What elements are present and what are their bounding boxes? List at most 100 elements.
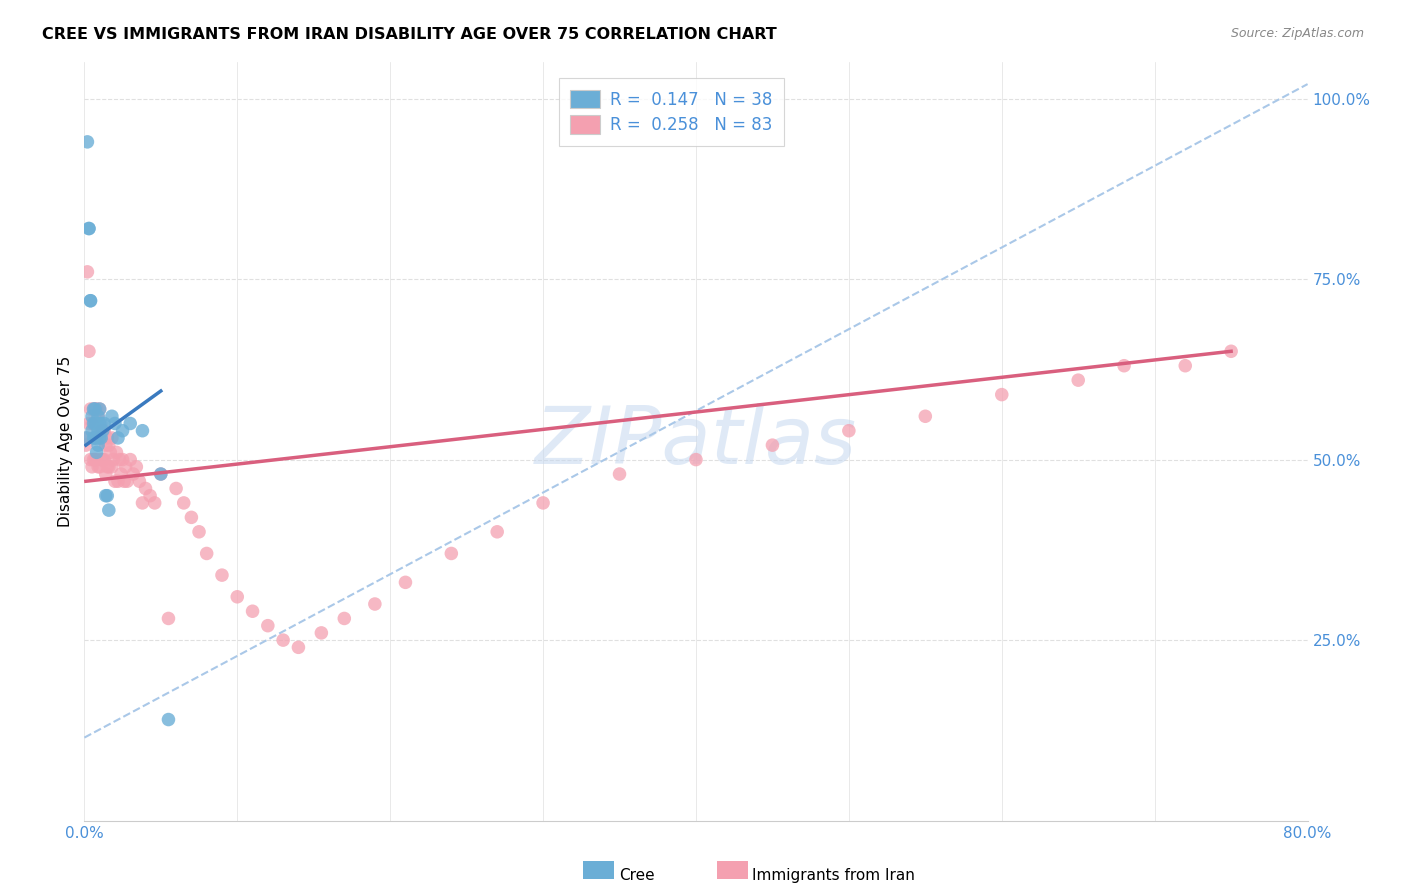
Point	[77, 417, 100, 431]
Point	[89, 402, 111, 417]
Point	[1067, 373, 1090, 387]
Point	[120, 452, 142, 467]
Point	[83, 417, 105, 431]
Point	[173, 496, 195, 510]
Point	[105, 445, 128, 459]
Point	[93, 417, 115, 431]
Point	[98, 445, 121, 459]
Point	[107, 431, 129, 445]
Point	[84, 417, 107, 431]
Point	[364, 597, 387, 611]
Point	[609, 467, 631, 481]
Point	[180, 510, 202, 524]
Point	[89, 402, 111, 417]
Point	[96, 459, 118, 474]
Point	[531, 496, 554, 510]
Point	[90, 424, 112, 438]
Point	[79, 452, 101, 467]
Point	[115, 475, 138, 489]
Point	[311, 626, 333, 640]
Point	[135, 482, 157, 496]
Point	[761, 438, 783, 452]
Point	[271, 633, 294, 648]
Point	[89, 459, 111, 474]
Point	[91, 452, 114, 467]
Point	[111, 424, 134, 438]
Point	[157, 611, 180, 625]
Point	[94, 438, 117, 452]
Point	[84, 431, 107, 445]
Point	[131, 424, 153, 438]
Text: ZIPatlas: ZIPatlas	[534, 402, 858, 481]
Point	[914, 409, 936, 424]
Point	[104, 417, 127, 431]
Point	[287, 640, 309, 655]
Point	[110, 467, 132, 481]
Point	[93, 452, 115, 467]
Point	[83, 431, 105, 445]
Point	[108, 452, 131, 467]
Point	[76, 135, 98, 149]
Point	[77, 221, 100, 235]
Point	[120, 417, 142, 431]
Point	[80, 409, 103, 424]
Point	[226, 590, 249, 604]
Point	[87, 459, 110, 474]
Point	[86, 452, 108, 467]
Point	[90, 431, 112, 445]
Point	[165, 482, 187, 496]
Point	[94, 467, 117, 481]
Point	[107, 475, 129, 489]
Point	[157, 713, 180, 727]
Point	[84, 452, 107, 467]
Point	[76, 431, 98, 445]
Point	[79, 293, 101, 308]
Point	[101, 431, 124, 445]
Point	[257, 618, 280, 632]
Point	[97, 459, 120, 474]
Point	[112, 475, 135, 489]
Point	[195, 546, 218, 560]
Point	[143, 496, 166, 510]
Legend: R =  0.147   N = 38, R =  0.258   N = 83: R = 0.147 N = 38, R = 0.258 N = 83	[558, 78, 785, 145]
Point	[111, 452, 134, 467]
Point	[87, 409, 110, 424]
Point	[333, 611, 356, 625]
Point	[87, 409, 110, 424]
Point	[394, 575, 416, 590]
Point	[139, 489, 162, 503]
Point	[131, 496, 153, 510]
Point	[114, 459, 136, 474]
Point	[89, 417, 111, 431]
Point	[86, 402, 108, 417]
Point	[87, 424, 110, 438]
Point	[77, 221, 100, 235]
Point	[84, 402, 107, 417]
Point	[125, 459, 148, 474]
Point	[440, 546, 463, 560]
Point	[103, 452, 125, 467]
Point	[76, 265, 98, 279]
Point	[94, 489, 117, 503]
Point	[86, 417, 108, 431]
Point	[1174, 359, 1197, 373]
Point	[86, 431, 108, 445]
Point	[75, 431, 97, 445]
Point	[991, 387, 1014, 401]
Point	[1220, 344, 1243, 359]
Text: CREE VS IMMIGRANTS FROM IRAN DISABILITY AGE OVER 75 CORRELATION CHART: CREE VS IMMIGRANTS FROM IRAN DISABILITY …	[42, 27, 778, 42]
Point	[79, 293, 101, 308]
Text: Immigrants from Iran: Immigrants from Iran	[752, 869, 915, 883]
Point	[486, 524, 509, 539]
Text: Source: ZipAtlas.com: Source: ZipAtlas.com	[1230, 27, 1364, 40]
Point	[149, 467, 172, 481]
Point	[122, 467, 145, 481]
Text: Cree: Cree	[619, 869, 654, 883]
Point	[83, 402, 105, 417]
Point	[93, 424, 115, 438]
Point	[96, 489, 118, 503]
Point	[89, 431, 111, 445]
Point	[75, 438, 97, 452]
Point	[104, 475, 127, 489]
Point	[128, 475, 150, 489]
